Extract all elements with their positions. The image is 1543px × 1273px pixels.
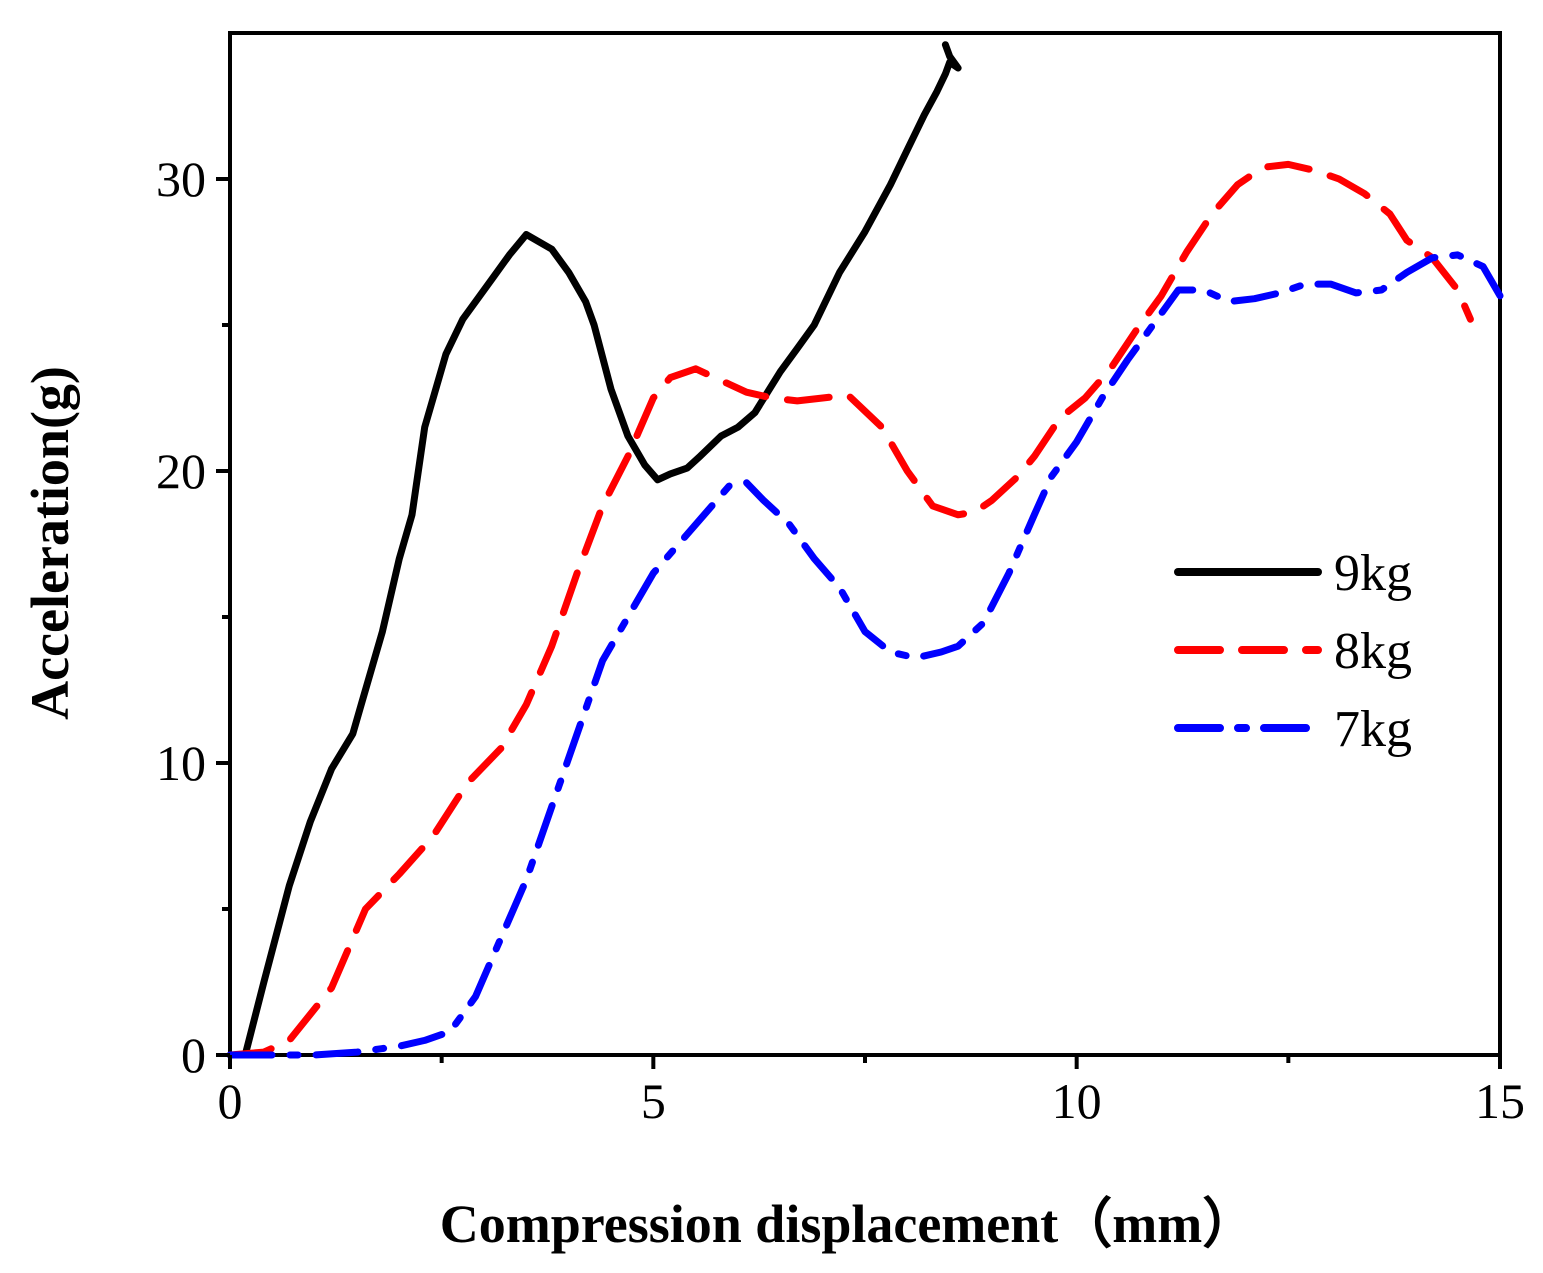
legend-label-7kg: 7kg — [1334, 701, 1412, 758]
y-tick-label: 20 — [156, 443, 206, 499]
series-line-8kg — [226, 160, 1474, 1059]
series-line-9kg — [241, 41, 962, 1059]
x-tick-label: 10 — [1052, 1073, 1102, 1129]
x-tick-label: 15 — [1475, 1073, 1525, 1129]
x-tick-label: 5 — [641, 1073, 666, 1129]
x-tick-label: 0 — [218, 1073, 243, 1129]
legend: 9kg 8kg 7kg — [1174, 545, 1412, 758]
ticks-layer: 0 5 10 15 0 10 20 30 — [156, 151, 1525, 1129]
y-tick-label: 0 — [181, 1027, 206, 1083]
plot-area: 0 5 10 15 0 10 20 30 — [156, 31, 1525, 1129]
y-axis-title: Acceleration(g) — [20, 366, 80, 720]
y-tick-label: 10 — [156, 735, 206, 791]
legend-label-9kg: 9kg — [1334, 545, 1412, 602]
legend-label-8kg: 8kg — [1334, 623, 1412, 680]
series-layer — [226, 41, 1504, 1059]
plot-frame — [228, 31, 1502, 1057]
series-line-7kg — [226, 251, 1504, 1059]
y-tick-label: 30 — [156, 151, 206, 207]
x-axis-title: Compression displacement（mm） — [440, 1194, 1257, 1254]
